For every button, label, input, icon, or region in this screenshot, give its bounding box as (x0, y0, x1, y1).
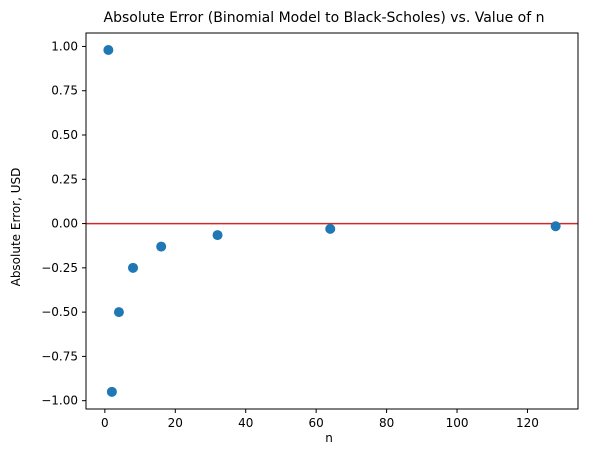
plot-frame (85, 32, 579, 410)
y-axis-label: Absolute Error, USD (9, 168, 23, 287)
x-tick-label: 0 (101, 416, 109, 430)
data-point (128, 262, 139, 273)
y-tick-label: 0.50 (51, 128, 78, 142)
data-point (106, 386, 117, 397)
y-tick-label: −1.00 (41, 394, 78, 408)
x-tick-label: 120 (516, 416, 539, 430)
x-axis-ticks: 0 20 40 60 80 100 120 (101, 409, 539, 430)
y-tick-label: 1.00 (51, 39, 78, 53)
x-tick-label: 100 (446, 416, 469, 430)
data-point (550, 221, 561, 232)
x-tick-label: 20 (168, 416, 183, 430)
x-axis-label: n (325, 431, 333, 445)
plot-layer (86, 45, 578, 397)
y-tick-label: 0.25 (51, 172, 78, 186)
y-tick-label: −0.50 (41, 305, 78, 319)
y-tick-label: 0.00 (51, 217, 78, 231)
data-point (325, 223, 336, 234)
y-tick-label: 0.75 (51, 84, 78, 98)
data-point (156, 241, 167, 252)
y-tick-label: −0.75 (41, 349, 78, 363)
chart-title: Absolute Error (Binomial Model to Black-… (104, 10, 545, 26)
x-tick-label: 40 (238, 416, 253, 430)
data-point (113, 307, 124, 318)
x-tick-label: 60 (309, 416, 324, 430)
y-axis-ticks: −1.00 −0.75 −0.50 −0.25 0.00 0.25 0.50 0.75 1.00 (41, 39, 86, 408)
x-tick-label: 80 (379, 416, 394, 430)
data-point (103, 45, 114, 56)
y-tick-label: −0.25 (41, 261, 78, 275)
data-point (212, 230, 223, 241)
